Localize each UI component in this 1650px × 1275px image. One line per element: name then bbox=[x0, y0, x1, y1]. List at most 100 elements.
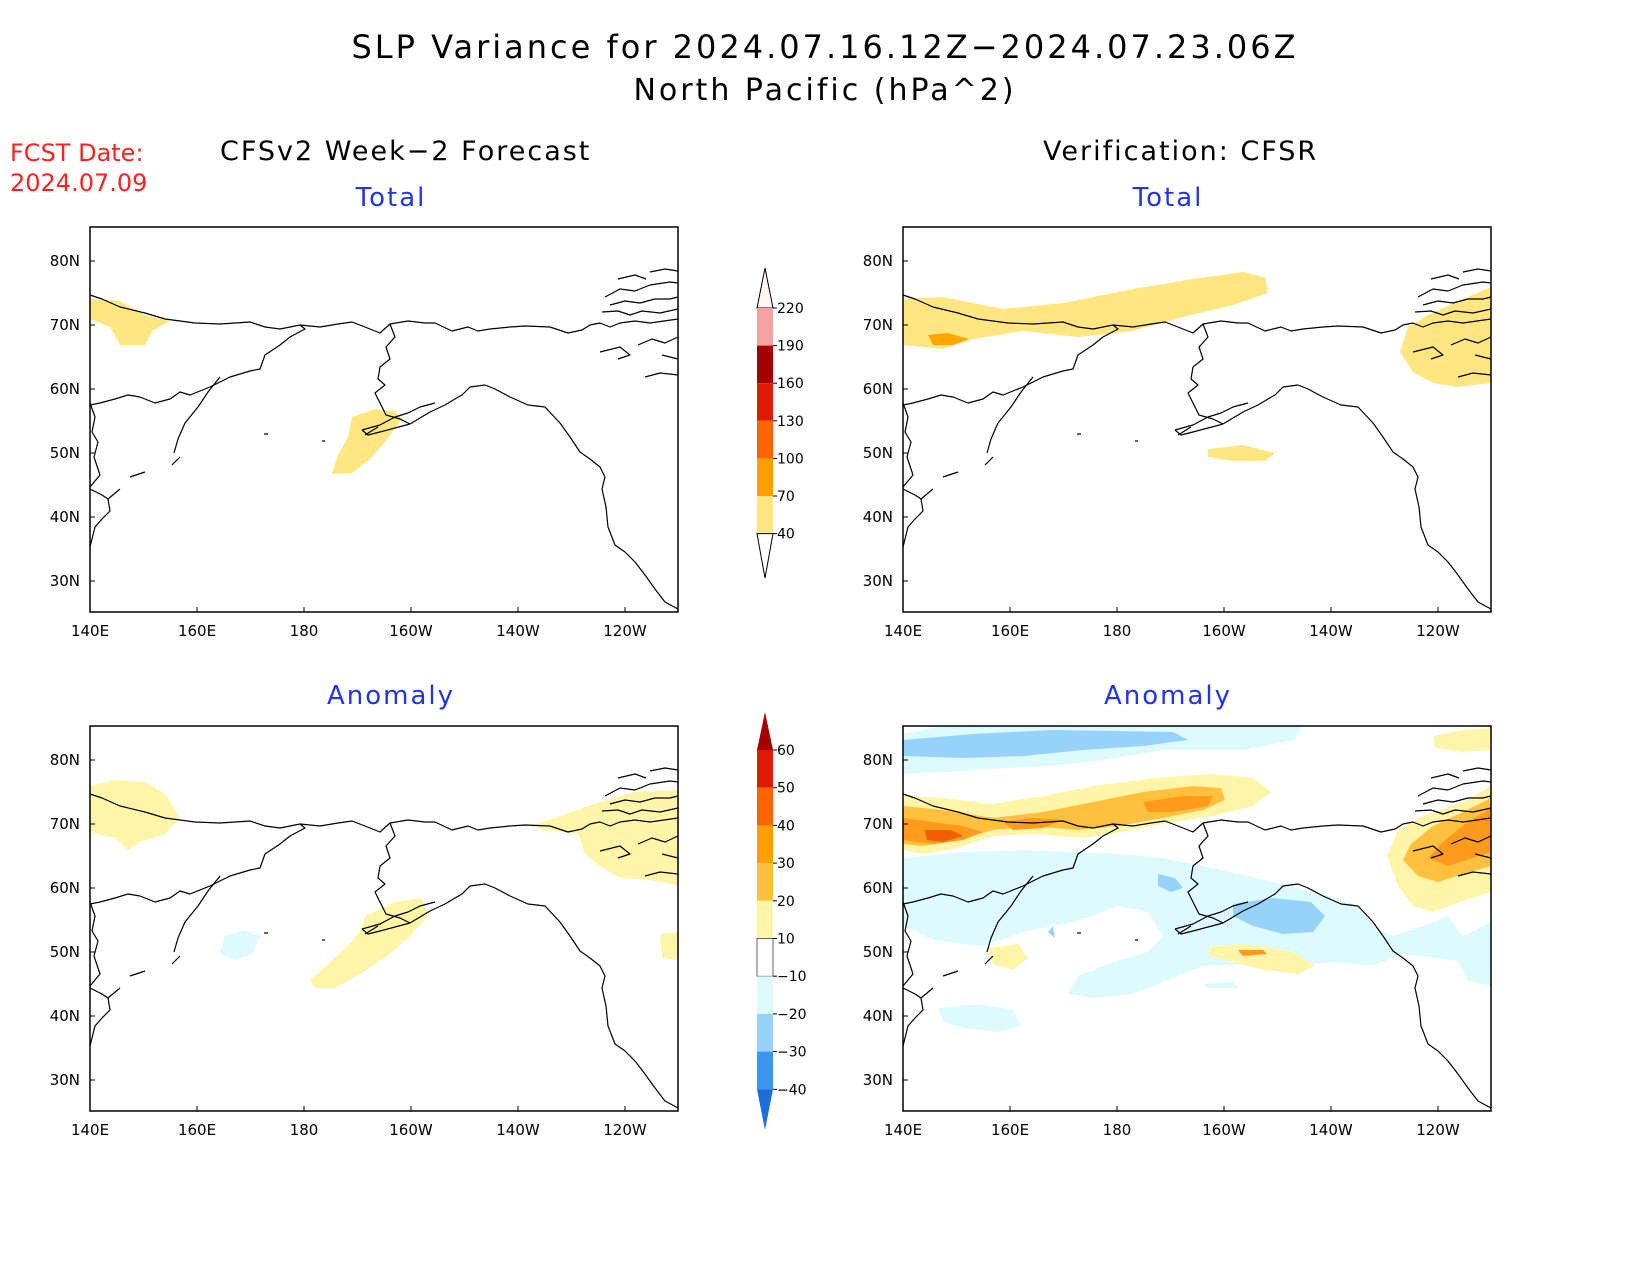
lon-tick-label: 140E bbox=[71, 622, 109, 640]
lon-tick-label: 140W bbox=[496, 1121, 540, 1139]
lat-tick-label: 50N bbox=[50, 943, 80, 961]
lon-tick-label: 180 bbox=[1103, 1121, 1132, 1139]
forecast-total-title: Total bbox=[355, 183, 427, 213]
forecast-anomaly-shade-5 bbox=[220, 930, 260, 960]
lat-tick-label: 60N bbox=[863, 879, 893, 897]
colorbar-total-segment bbox=[757, 345, 773, 384]
colorbar-total-segment bbox=[757, 458, 773, 496]
lon-tick-label: 140E bbox=[71, 1121, 109, 1139]
lon-tick-label: 160E bbox=[178, 622, 216, 640]
verification-anomaly-panel bbox=[902, 725, 1492, 1112]
verification-anomaly-title: Anomaly bbox=[1103, 681, 1233, 711]
colorbar-total-segment bbox=[757, 420, 773, 459]
lon-tick-label: 160W bbox=[1202, 1121, 1246, 1139]
colorbar-anomaly-label: −40 bbox=[777, 1082, 807, 1098]
forecast-total-shade-2 bbox=[332, 409, 402, 474]
colorbar-anomaly-label: −10 bbox=[777, 969, 807, 985]
lat-tick-label: 80N bbox=[863, 751, 893, 769]
colorbar-anomaly-top-arrow bbox=[757, 712, 773, 750]
colorbar-anomaly-label: −30 bbox=[777, 1045, 807, 1061]
lon-tick-label: 160W bbox=[389, 1121, 433, 1139]
colorbar-total-segment bbox=[757, 308, 773, 346]
verification-anomaly-shade-12 bbox=[925, 830, 963, 842]
verification-anomaly-frame bbox=[902, 725, 1492, 1112]
lon-tick-label: 140E bbox=[884, 622, 922, 640]
forecast-total-panel bbox=[89, 226, 679, 613]
lon-tick-label: 120W bbox=[603, 1121, 647, 1139]
verification-anomaly-shade-14 bbox=[1143, 796, 1213, 812]
colorbar-anomaly-segment bbox=[757, 1051, 773, 1090]
colorbar-anomaly-bottom-arrow bbox=[757, 1089, 773, 1130]
verification-anomaly-shade-7 bbox=[1158, 874, 1183, 892]
chart-subtitle: North Pacific (hPa^2) bbox=[633, 73, 1017, 108]
fcst-date-label: FCST Date: bbox=[10, 139, 144, 167]
colorbar-anomaly-segment bbox=[756, 938, 774, 977]
lon-tick-label: 180 bbox=[290, 622, 319, 640]
verification-total-panel bbox=[902, 226, 1492, 613]
verification-anomaly-shade-17 bbox=[1428, 808, 1491, 866]
verification-total-shade-3 bbox=[1208, 445, 1275, 461]
colorbar-anomaly-segment bbox=[757, 900, 773, 939]
colorbar-total-label: 130 bbox=[777, 414, 804, 430]
colorbar-anomaly-label: 40 bbox=[777, 818, 795, 834]
colorbar-total-label: 160 bbox=[777, 376, 804, 392]
verification-total-frame bbox=[902, 226, 1492, 613]
colorbar-anomaly-segment bbox=[757, 863, 773, 901]
lon-tick-label: 160E bbox=[178, 1121, 216, 1139]
verification-anomaly-shade-13 bbox=[1003, 818, 1063, 830]
verification-total-shade-1 bbox=[903, 272, 1268, 349]
verification-anomaly-shade-21 bbox=[988, 944, 1028, 970]
lat-tick-label: 70N bbox=[50, 815, 80, 833]
lat-tick-label: 40N bbox=[50, 1007, 80, 1025]
colorbar-anomaly-segment bbox=[757, 825, 773, 864]
colorbar-anomaly-label: −20 bbox=[777, 1007, 807, 1023]
forecast-anomaly-shade-4 bbox=[660, 932, 678, 960]
colorbar-anomaly-segment bbox=[757, 750, 773, 788]
lat-tick-label: 80N bbox=[50, 751, 80, 769]
colorbar-total-label: 100 bbox=[777, 451, 804, 467]
verification-column-title: Verification: CFSR bbox=[1043, 136, 1319, 167]
lat-tick-label: 30N bbox=[863, 1071, 893, 1089]
forecast-anomaly-title: Anomaly bbox=[326, 681, 456, 711]
fcst-date: FCST Date: 2024.07.09 bbox=[10, 138, 147, 198]
lat-tick-label: 80N bbox=[50, 252, 80, 270]
lon-tick-label: 180 bbox=[1103, 622, 1132, 640]
colorbar-anomaly-segment bbox=[757, 1013, 773, 1052]
lat-tick-label: 80N bbox=[863, 252, 893, 270]
lon-tick-label: 120W bbox=[1416, 1121, 1460, 1139]
verification-anomaly-shade-10 bbox=[903, 786, 1225, 846]
lat-tick-label: 40N bbox=[50, 508, 80, 526]
lat-tick-label: 60N bbox=[50, 879, 80, 897]
lat-tick-label: 70N bbox=[863, 316, 893, 334]
lat-tick-label: 70N bbox=[50, 316, 80, 334]
lon-tick-label: 140W bbox=[1309, 1121, 1353, 1139]
lat-tick-label: 30N bbox=[50, 572, 80, 590]
colorbar-total-segment bbox=[757, 496, 773, 534]
verification-total-title: Total bbox=[1132, 183, 1204, 213]
colorbar-total-label: 70 bbox=[777, 489, 795, 505]
forecast-anomaly-shade-1 bbox=[90, 780, 180, 850]
colorbar-anomaly-segment bbox=[757, 976, 773, 1014]
colorbar-total-label: 220 bbox=[777, 301, 804, 317]
lon-tick-label: 160E bbox=[991, 622, 1029, 640]
verification-anomaly-shade-3 bbox=[903, 850, 1491, 998]
forecast-total-frame bbox=[89, 226, 679, 613]
verification-anomaly-shade-4 bbox=[938, 1004, 1021, 1032]
lat-tick-label: 30N bbox=[863, 572, 893, 590]
lon-tick-label: 180 bbox=[290, 1121, 319, 1139]
forecast-anomaly-shade-3 bbox=[310, 898, 428, 988]
colorbar-total-label: 40 bbox=[777, 527, 795, 543]
colorbar-total-label: 190 bbox=[777, 339, 804, 355]
forecast-anomaly-shade-2 bbox=[530, 790, 678, 886]
lon-tick-label: 120W bbox=[1416, 622, 1460, 640]
verification-anomaly-shade-18 bbox=[1433, 728, 1491, 752]
verification-anomaly-shade-8 bbox=[1048, 926, 1055, 938]
lat-tick-label: 30N bbox=[50, 1071, 80, 1089]
fcst-date-value: 2024.07.09 bbox=[10, 169, 148, 197]
forecast-anomaly-panel bbox=[89, 725, 679, 1112]
lon-tick-label: 140W bbox=[496, 622, 540, 640]
colorbar-total-segment bbox=[757, 383, 773, 421]
lon-tick-label: 140E bbox=[884, 1121, 922, 1139]
lat-tick-label: 50N bbox=[863, 943, 893, 961]
colorbar-total-bottom-arrow bbox=[756, 533, 774, 579]
